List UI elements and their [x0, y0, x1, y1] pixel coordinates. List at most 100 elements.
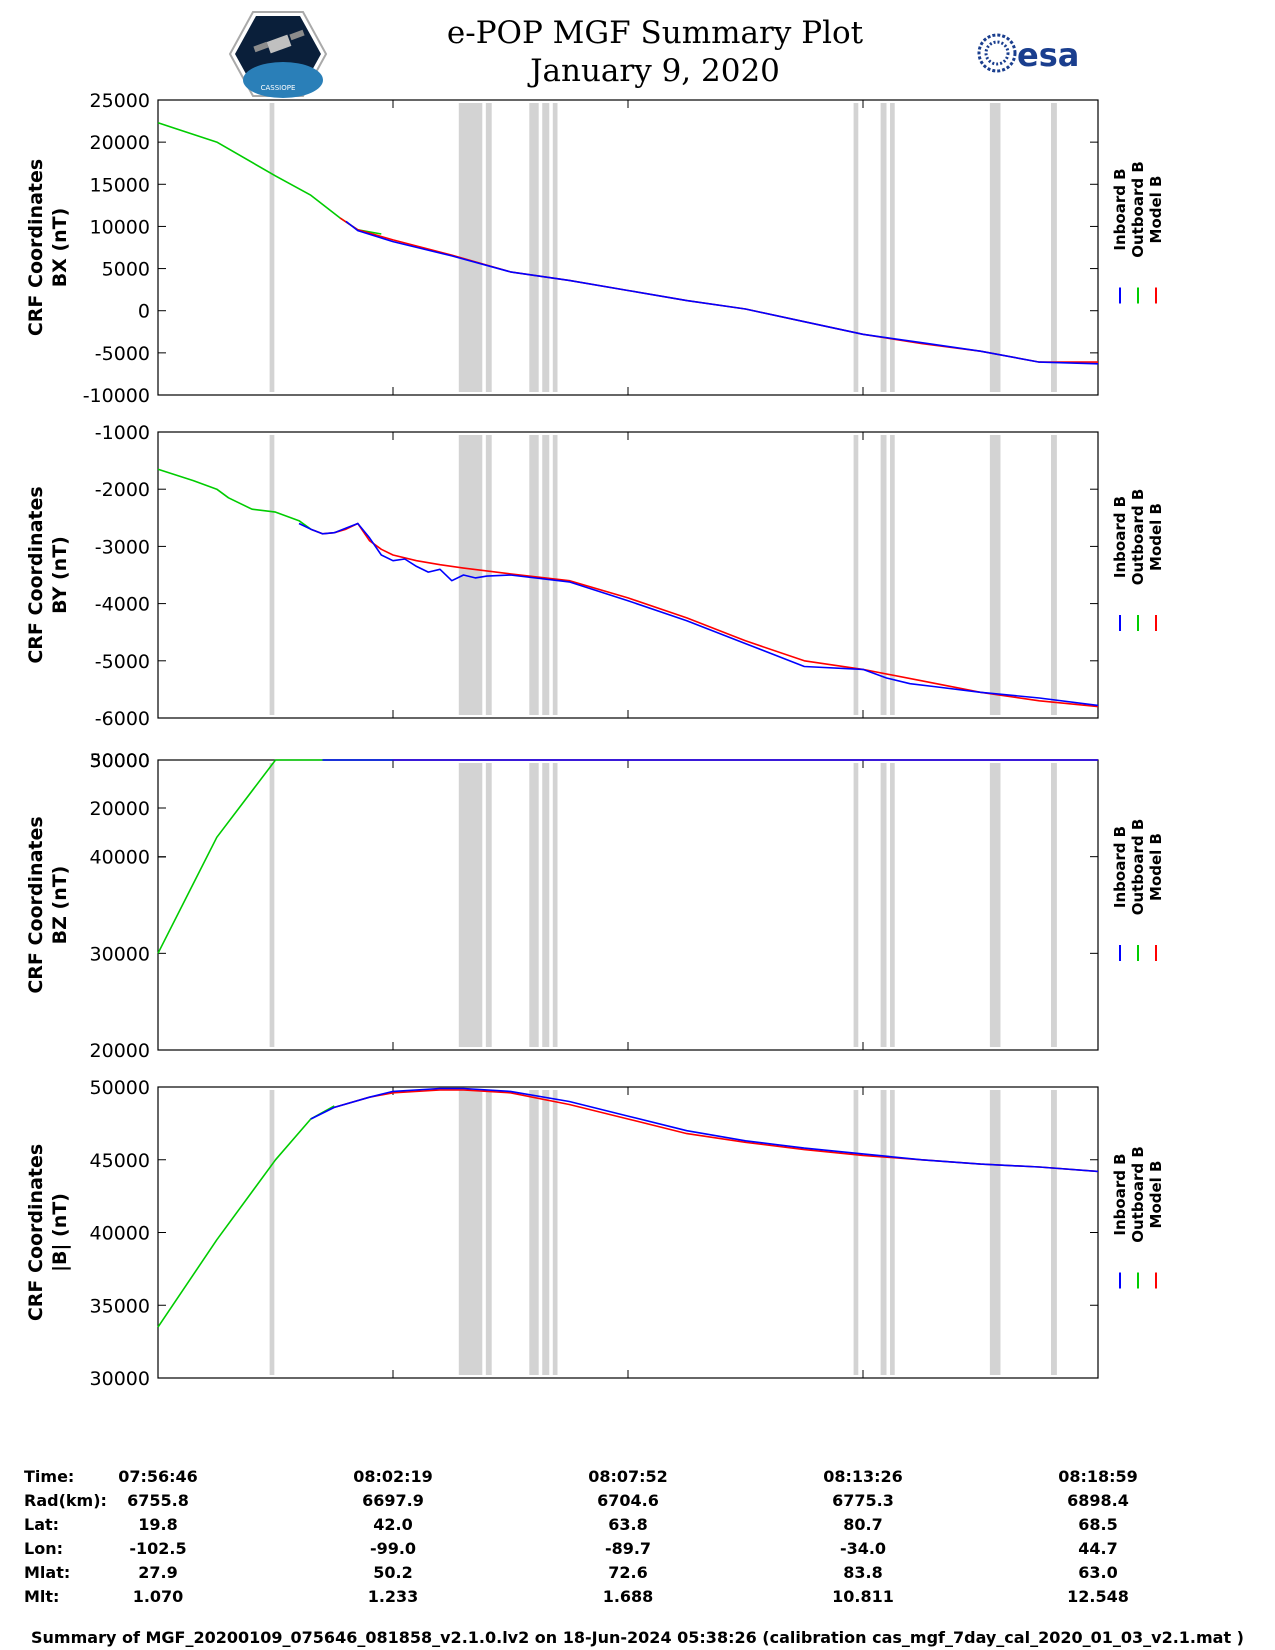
orbit-row-label: Mlt: — [24, 1587, 60, 1606]
y-axis-label: CRF Coordinates BX (nT) — [25, 159, 71, 336]
data-gap-band — [269, 1090, 275, 1375]
data-gap-band — [890, 103, 895, 392]
legend: Inboard B Outboard B Model B — [1111, 819, 1165, 961]
cassiope-logo-text: CASSIOPE — [261, 84, 296, 92]
y-tick-label: -5000 — [95, 343, 150, 365]
panel-bx: 25000 20000 15000 10000 5000 0 -5000 -10000 CRF … — [25, 90, 1165, 407]
y-tick-label: 40000 — [90, 1223, 150, 1245]
panel-bz: 50000 40000 30000 20000 30000 20000 CRF Coordi… — [25, 750, 1165, 1062]
data-gap-band — [880, 435, 887, 715]
orbit-cell: 1.233 — [367, 1587, 419, 1606]
y-tick-label: 20000 — [90, 132, 150, 154]
legend-label-outboard: Outboard B — [1129, 1146, 1147, 1243]
y-tick-label: 30000 — [90, 1368, 150, 1390]
summary-plots: 2500020000150001000050000-5000-10000CRF … — [25, 90, 1165, 1390]
orbit-cell: 83.8 — [843, 1563, 883, 1582]
legend-label-inboard: Inboard B — [1111, 826, 1129, 908]
data-gap-band — [552, 763, 558, 1047]
data-gap-band — [485, 1090, 492, 1375]
orbit-info-table: Time: 07:56:46 08:02:19 08:07:52 08:13:26 08:… — [0, 1465, 1275, 1615]
y-tick-label: 20000 — [90, 1040, 150, 1062]
data-gap-band — [1051, 1090, 1057, 1375]
y-axis-label-line2: BX (nT) — [49, 208, 71, 288]
y-axis-label-line2: |B| (nT) — [49, 1193, 71, 1272]
data-gap-band — [989, 763, 1001, 1047]
series-line-model — [310, 522, 1099, 708]
orbit-cell: 08:18:59 — [1058, 1467, 1138, 1486]
data-gap-band — [269, 763, 275, 1047]
y-axis-label: CRF Coordinates |B| (nT) — [25, 1144, 71, 1321]
orbit-cell: 1.070 — [132, 1587, 184, 1606]
orbit-cell: 68.5 — [1078, 1515, 1118, 1534]
series-line-inboard — [298, 522, 1099, 707]
esa-logo-text: esa — [1017, 36, 1079, 74]
y-tick-label: 10000 — [90, 216, 150, 238]
y-tick-label: -3000 — [95, 536, 150, 558]
y-tick-label: 20000 — [90, 798, 150, 820]
y-tick-label: -4000 — [95, 594, 150, 616]
series-line-model — [334, 1089, 1099, 1173]
y-tick-label: 40000 — [90, 847, 150, 869]
data-gap-band — [529, 763, 539, 1047]
data-gap-band — [542, 435, 550, 715]
legend: Inboard B Outboard B Model B — [1111, 1146, 1165, 1289]
orbit-cell: -99.0 — [369, 1539, 417, 1558]
y-tick-label: 45000 — [90, 1150, 150, 1172]
orbit-row-label: Time: — [24, 1467, 75, 1486]
y-tick-label: 25000 — [90, 90, 150, 112]
orbit-cell: 10.811 — [832, 1587, 894, 1606]
series-line-outboard — [157, 1105, 335, 1328]
orbit-cell: 42.0 — [373, 1515, 413, 1534]
orbit-cell: 07:56:46 — [118, 1467, 198, 1486]
data-gap-band — [880, 103, 887, 392]
data-gap-band — [890, 763, 895, 1047]
data-gap-band — [529, 103, 539, 392]
orbit-cell: 6704.6 — [597, 1491, 659, 1510]
plot-frame — [157, 99, 1099, 396]
data-gap-band — [1051, 763, 1057, 1047]
legend-label-outboard: Outboard B — [1129, 819, 1147, 916]
orbit-cell: 80.7 — [843, 1515, 883, 1534]
y-axis-label-line1: CRF Coordinates — [25, 816, 47, 993]
y-tick-label: -10000 — [83, 385, 150, 407]
y-axis-label-line1: CRF Coordinates — [25, 486, 47, 663]
orbit-cell: 44.7 — [1078, 1539, 1118, 1558]
legend-label-outboard: Outboard B — [1129, 161, 1147, 258]
data-gap-band — [890, 1090, 895, 1375]
orbit-cell: 19.8 — [138, 1515, 178, 1534]
data-gap-band — [853, 763, 859, 1047]
orbit-cell: -34.0 — [839, 1539, 887, 1558]
legend-label-inboard: Inboard B — [1111, 168, 1129, 250]
data-gap-band — [880, 1090, 887, 1375]
data-gap-band — [989, 103, 1001, 392]
data-gap-band — [458, 435, 483, 715]
orbit-cell: 6755.8 — [127, 1491, 189, 1510]
orbit-row-label: Lon: — [24, 1539, 63, 1558]
data-gap-band — [542, 103, 550, 392]
y-axis-label-line1: CRF Coordinates — [25, 159, 47, 336]
legend: Inboard B Outboard B Model B — [1111, 489, 1165, 631]
data-gap-band — [880, 763, 887, 1047]
series-line-model — [339, 217, 1098, 363]
y-tick-label: 50000 — [90, 1077, 150, 1099]
orbit-cell: 1.688 — [602, 1587, 654, 1606]
summary-footer: Summary of MGF_20200109_075646_081858_v2… — [31, 1628, 1244, 1647]
plot-frame — [157, 1086, 1099, 1379]
data-gap-band — [989, 435, 1001, 715]
data-gap-band — [485, 103, 492, 392]
y-tick-label: 0 — [138, 301, 150, 323]
data-gap-band — [458, 763, 483, 1047]
orbit-cell: -102.5 — [129, 1539, 187, 1558]
data-gap-band — [269, 435, 275, 715]
legend-label-outboard: Outboard B — [1129, 489, 1147, 586]
panel-bmag: 50000 45000 40000 35000 30000 CRF Coordinates… — [25, 1077, 1165, 1390]
esa-logo: esa — [975, 30, 1095, 76]
y-tick-label: 50000 — [90, 750, 150, 772]
y-axis-label-line2: BZ (nT) — [49, 866, 71, 945]
orbit-cell: 08:13:26 — [823, 1467, 903, 1486]
data-gap-band — [552, 435, 558, 715]
y-axis-label: CRF Coordinates BY (nT) — [25, 486, 71, 663]
cassiope-mission-logo: CASSIOPE — [228, 10, 328, 98]
data-gap-band — [552, 103, 558, 392]
plot-title-line1: e-POP MGF Summary Plot — [446, 15, 864, 51]
